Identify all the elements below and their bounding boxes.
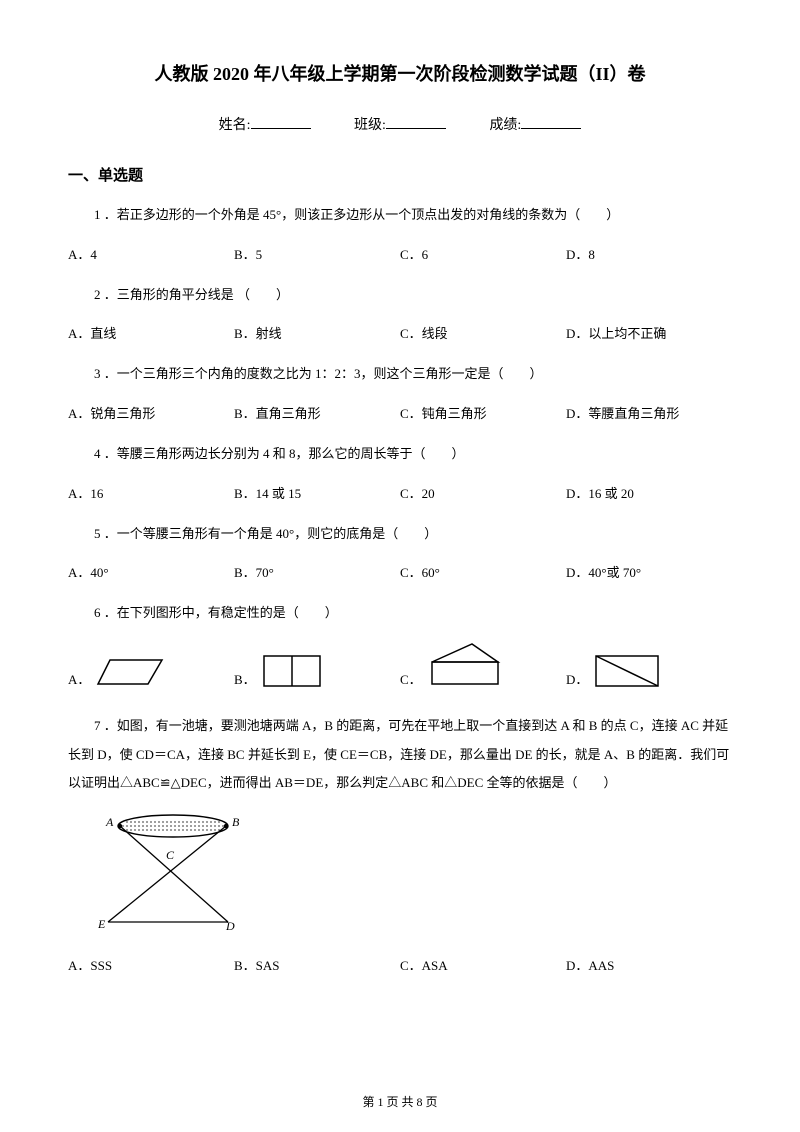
q4-text: 4 ．等腰三角形两边长分别为 4 和 8，那么它的周长等于（ ） — [68, 442, 732, 467]
section-heading: 一、单选题 — [68, 164, 732, 185]
q6-c-label: C． — [400, 669, 422, 688]
page-title: 人教版 2020 年八年级上学期第一次阶段检测数学试题（II）卷 — [68, 60, 732, 86]
q1-opt-a: A．4 — [68, 244, 234, 263]
q5-opt-c: C．60° — [400, 562, 566, 581]
parallelogram-icon — [96, 656, 166, 688]
q7-options: A．SSS B．SAS C．ASA D．AAS — [68, 955, 732, 974]
q2-opt-b: B．射线 — [234, 323, 400, 342]
rect-diagonal-icon — [594, 654, 660, 688]
q4-opt-b: B．14 或 15 — [234, 483, 400, 502]
svg-text:A: A — [105, 815, 114, 829]
q2-opt-c: C．线段 — [400, 323, 566, 342]
q5-options: A．40° B．70° C．60° D．40°或 70° — [68, 562, 732, 581]
q6-opt-a: A． — [68, 656, 234, 688]
q2-options: A．直线 B．射线 C．线段 D．以上均不正确 — [68, 323, 732, 342]
q5-opt-b: B．70° — [234, 562, 400, 581]
name-label: 姓名: — [219, 118, 251, 133]
name-blank — [251, 128, 311, 129]
pond-diagram-icon: A B C E D — [98, 812, 268, 932]
q7-opt-a: A．SSS — [68, 955, 234, 974]
q6-opt-c: C． — [400, 642, 566, 688]
q3-opt-b: B．直角三角形 — [234, 403, 400, 422]
q6-a-label: A． — [68, 669, 90, 688]
q1-options: A．4 B．5 C．6 D．8 — [68, 244, 732, 263]
page-footer: 第 1 页 共 8 页 — [0, 1093, 800, 1110]
house-shape-icon — [428, 642, 502, 688]
q5-opt-a: A．40° — [68, 562, 234, 581]
q3-opt-c: C．钝角三角形 — [400, 403, 566, 422]
q7-opt-d: D．AAS — [566, 955, 732, 974]
q2-opt-a: A．直线 — [68, 323, 234, 342]
q6-d-label: D． — [566, 669, 588, 688]
split-rectangle-icon — [262, 654, 322, 688]
q1-opt-b: B．5 — [234, 244, 400, 263]
q7-opt-b: B．SAS — [234, 955, 400, 974]
score-label: 成绩: — [489, 118, 521, 133]
svg-text:D: D — [225, 919, 235, 932]
q1-text: 1 ．若正多边形的一个外角是 45°，则该正多边形从一个顶点出发的对角线的条数为… — [68, 203, 732, 228]
q4-options: A．16 B．14 或 15 C．20 D．16 或 20 — [68, 483, 732, 502]
q2-text: 2 ．三角形的角平分线是 （ ） — [68, 283, 732, 308]
q6-opt-d: D． — [566, 654, 732, 688]
q7-text: 7 ．如图，有一池塘，要测池塘两端 A，B 的距离，可先在平地上取一个直接到达 … — [68, 712, 732, 798]
q6-options: A． B． C． D． — [68, 642, 732, 688]
q2-opt-d: D．以上均不正确 — [566, 323, 732, 342]
class-label: 班级: — [354, 118, 386, 133]
q4-opt-d: D．16 或 20 — [566, 483, 732, 502]
q3-opt-a: A．锐角三角形 — [68, 403, 234, 422]
class-blank — [386, 128, 446, 129]
svg-text:C: C — [166, 848, 175, 862]
q1-opt-c: C．6 — [400, 244, 566, 263]
q3-options: A．锐角三角形 B．直角三角形 C．钝角三角形 D．等腰直角三角形 — [68, 403, 732, 422]
q6-b-label: B． — [234, 669, 256, 688]
q5-text: 5 ．一个等腰三角形有一个角是 40°，则它的底角是（ ） — [68, 522, 732, 547]
q7-figure: A B C E D — [98, 812, 732, 937]
q7-body: 7 ．如图，有一池塘，要测池塘两端 A，B 的距离，可先在平地上取一个直接到达 … — [68, 712, 732, 798]
q3-text: 3 ．一个三角形三个内角的度数之比为 1：2：3，则这个三角形一定是（ ） — [68, 362, 732, 387]
svg-text:B: B — [232, 815, 240, 829]
student-info-row: 姓名: 班级: 成绩: — [68, 114, 732, 134]
q4-opt-a: A．16 — [68, 483, 234, 502]
q3-opt-d: D．等腰直角三角形 — [566, 403, 732, 422]
score-blank — [521, 128, 581, 129]
q1-opt-d: D．8 — [566, 244, 732, 263]
svg-text:E: E — [98, 917, 106, 931]
q5-opt-d: D．40°或 70° — [566, 562, 732, 581]
q6-opt-b: B． — [234, 654, 400, 688]
q6-text: 6 ．在下列图形中，有稳定性的是（ ） — [68, 601, 732, 626]
q7-opt-c: C．ASA — [400, 955, 566, 974]
q4-opt-c: C．20 — [400, 483, 566, 502]
